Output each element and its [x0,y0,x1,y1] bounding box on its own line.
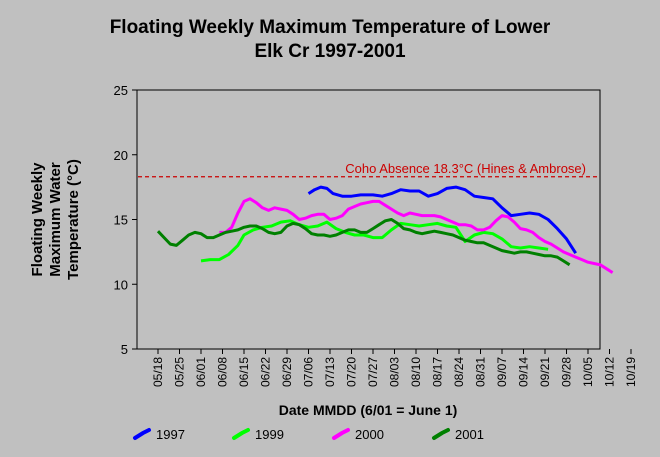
y-axis-title: Floating Weekly Maximum Water Temperature … [29,159,82,280]
x-tick-label: 08/03 [388,357,402,387]
series-line-2000 [219,197,614,274]
series-line-2001 [156,218,571,267]
y-axis-title-line: Maximum Water [47,162,64,277]
x-tick-label: 06/08 [216,357,230,387]
series-line-1997 [307,185,577,255]
legend-label: 2001 [455,427,484,442]
x-tick-label: 07/20 [345,357,359,387]
x-tick-label: 08/24 [452,357,466,387]
legend: 1997 1999 2000 2001 [133,427,484,442]
y-tick-label: 10 [114,277,128,292]
legend-swatch [332,428,350,440]
legend-label: 2000 [355,427,384,442]
x-tick-label: 09/14 [517,357,531,387]
x-tick-label: 06/29 [280,357,294,387]
x-tick-label: 07/27 [366,357,380,387]
y-tick-label: 15 [114,213,128,228]
x-tick-label: 08/31 [474,357,488,387]
x-axis-title: Date MMDD (6/01 = June 1) [279,402,458,418]
series-line-1999 [200,219,549,263]
x-tick-label: 10/12 [603,357,617,387]
threshold-label: Coho Absence 18.3°C (Hines & Ambrose) [345,161,586,176]
x-tick-label: 10/05 [581,357,595,387]
chart-title-line-2: Elk Cr 1997-2001 [254,41,406,62]
y-axis-title-line: Temperature (°C) [65,159,82,280]
y-tick-label: 5 [121,342,128,357]
chart-title-line-1: Floating Weekly Maximum Temperature of L… [109,17,551,38]
x-tick-label: 05/25 [173,357,187,387]
y-axis: 5 10 15 20 25 [114,83,137,357]
x-tick-label: 08/10 [409,357,423,387]
x-tick-label: 09/21 [538,357,552,387]
legend-swatch [232,428,250,440]
x-tick-label: 06/22 [259,357,273,387]
y-axis-title-line: Floating Weekly [29,162,46,277]
x-tick-label: 07/06 [302,357,316,387]
plot-area [136,89,601,350]
x-axis: 05/18 05/25 06/01 06/08 06/15 06/22 06/29 07/06… [151,349,638,387]
x-tick-label: 09/07 [495,357,509,387]
y-tick-label: 20 [114,148,128,163]
x-tick-label: 08/17 [431,357,445,387]
series-group [156,185,614,274]
x-tick-label: 07/13 [323,357,337,387]
y-tick-label: 25 [114,83,128,98]
chart-title: Floating Weekly Maximum Temperature of L… [0,16,660,64]
legend-label: 1999 [255,427,284,442]
legend-swatch [432,428,450,440]
x-tick-label: 10/19 [624,357,638,387]
x-tick-label: 09/28 [560,357,574,387]
x-tick-label: 06/15 [237,357,251,387]
x-tick-label: 05/18 [151,357,165,387]
legend-swatch [133,428,151,440]
x-tick-label: 06/01 [194,357,208,387]
legend-label: 1997 [156,427,185,442]
